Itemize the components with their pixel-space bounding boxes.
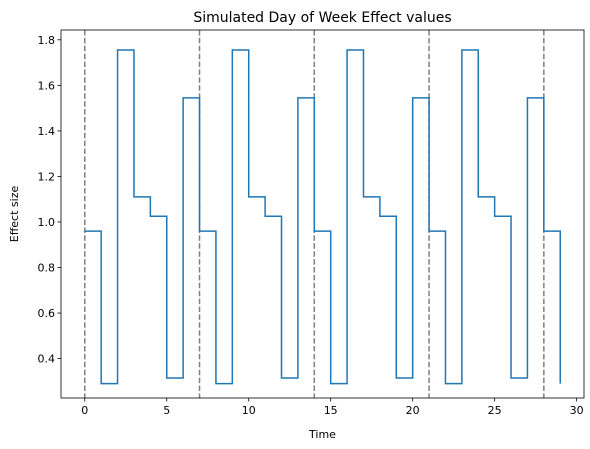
chart-title: Simulated Day of Week Effect values [193,10,451,26]
y-tick-label: 1.4 [38,125,56,138]
x-tick-label: 30 [570,404,584,417]
y-axis: 0.4 0.6 0.8 1.0 1.2 1.4 1.6 1.8 [38,34,61,366]
y-tick-label: 0.6 [38,307,56,320]
y-axis-label: Effect size [8,186,21,243]
x-tick-label: 10 [242,404,256,417]
x-axis-label: Time [308,428,336,441]
y-tick-label: 0.8 [38,262,56,275]
series-line [84,49,561,385]
y-tick-label: 1.6 [38,79,56,92]
x-tick-label: 25 [488,404,502,417]
x-tick-label: 20 [406,404,420,417]
x-tick-label: 15 [324,404,338,417]
y-tick-label: 1.2 [38,170,56,183]
series-layer [84,49,561,385]
x-axis: 0 5 10 15 20 25 30 [81,398,584,417]
y-tick-label: 0.4 [38,353,56,366]
plot-frame [60,29,585,399]
x-tick-label: 5 [163,404,170,417]
plot-background [61,30,584,398]
y-tick-label: 1.8 [38,34,56,47]
x-tick-label: 0 [81,404,88,417]
y-tick-label: 1.0 [38,216,56,229]
